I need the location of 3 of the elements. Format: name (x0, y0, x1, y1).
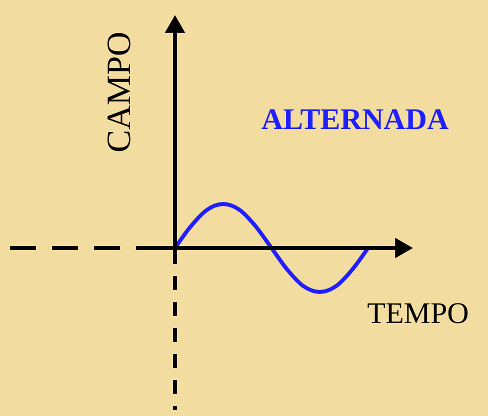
text: ALTERNADA (261, 103, 449, 136)
x-axis-title: TEMPO (367, 297, 469, 330)
y-axis-title: CAMPO (101, 32, 138, 152)
